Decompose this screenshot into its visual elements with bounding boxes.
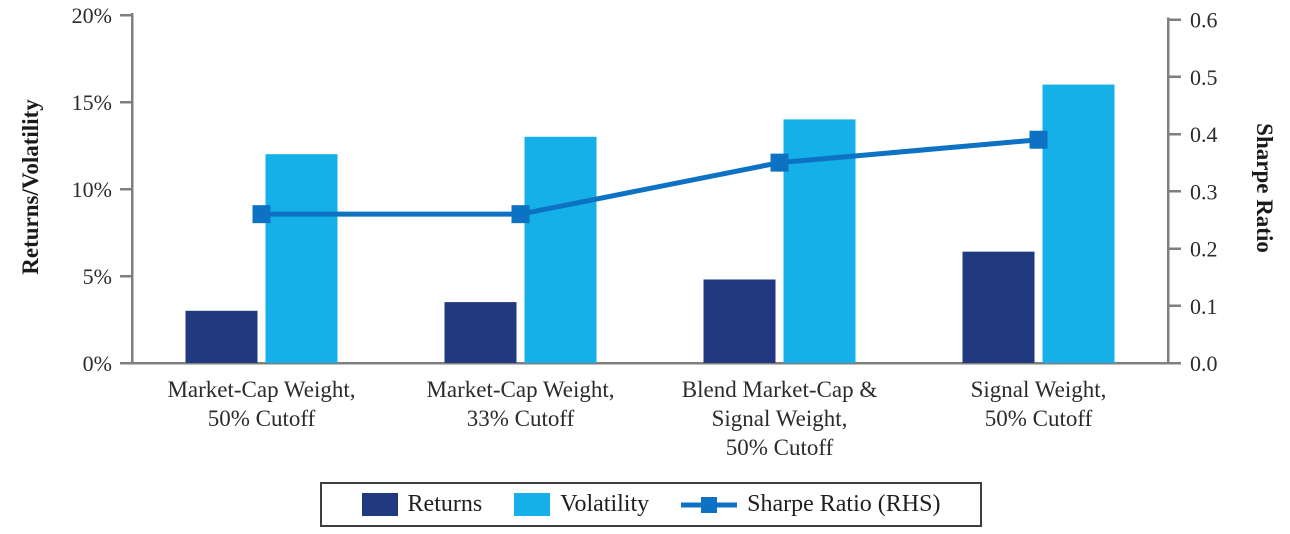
legend-item-returns: Returns	[361, 491, 483, 518]
right-axis-tick-label: 0.1	[1190, 294, 1218, 319]
left-axis-tick-label: 10%	[72, 177, 112, 202]
right-axis-tick-label: 0.6	[1190, 8, 1218, 33]
returns-swatch-icon	[361, 493, 398, 516]
sharpe-marker-1	[511, 205, 530, 224]
sharpe-line-marker-icon	[681, 496, 738, 513]
right-axis-tick-label: 0.0	[1190, 351, 1218, 376]
sharpe-marker-0	[252, 205, 271, 224]
legend-item-sharpe: Sharpe Ratio (RHS)	[681, 491, 940, 518]
bar-volatility-0	[265, 154, 338, 363]
x-category-label-0: Market-Cap Weight, 50% Cutoff	[167, 377, 355, 431]
x-category-label-3: Signal Weight, 50% Cutoff	[971, 377, 1107, 431]
sharpe-marker-2	[770, 153, 789, 172]
sharpe-marker-3	[1029, 130, 1048, 149]
bar-returns-2	[703, 279, 776, 363]
x-category-label-2: Blend Market-Cap & Signal Weight, 50% Cuto…	[682, 377, 878, 460]
left-axis-title: Returns/Volatility	[18, 99, 43, 275]
right-axis-tick-label: 0.3	[1190, 179, 1218, 204]
bar-returns-0	[185, 310, 258, 363]
right-axis-tick-label: 0.2	[1190, 237, 1218, 262]
x-category-label-1: Market-Cap Weight, 33% Cutoff	[426, 377, 614, 431]
left-axis-tick-label: 20%	[72, 3, 112, 28]
bar-volatility-3	[1042, 84, 1115, 363]
bar-returns-1	[444, 302, 517, 363]
right-axis-title: Sharpe Ratio	[1252, 123, 1277, 253]
sharpe-line	[261, 137, 1039, 217]
legend-label-sharpe: Sharpe Ratio (RHS)	[747, 491, 941, 517]
left-axis-tick-label: 5%	[83, 264, 112, 289]
legend-item-volatility: Volatility	[514, 491, 649, 518]
right-axis-tick-label: 0.4	[1190, 122, 1218, 147]
bar-volatility-1	[524, 136, 597, 363]
left-axis-tick-label: 0%	[83, 351, 112, 376]
bar-returns-3	[962, 251, 1035, 363]
right-axis-tick-label: 0.5	[1190, 65, 1218, 90]
chart-legend: Returns Volatility Sharpe Ratio (RHS)	[320, 482, 982, 527]
left-axis-tick-label: 15%	[72, 90, 112, 115]
legend-label-returns: Returns	[407, 491, 483, 517]
legend-label-volatility: Volatility	[560, 491, 650, 517]
volatility-swatch-icon	[514, 493, 551, 516]
